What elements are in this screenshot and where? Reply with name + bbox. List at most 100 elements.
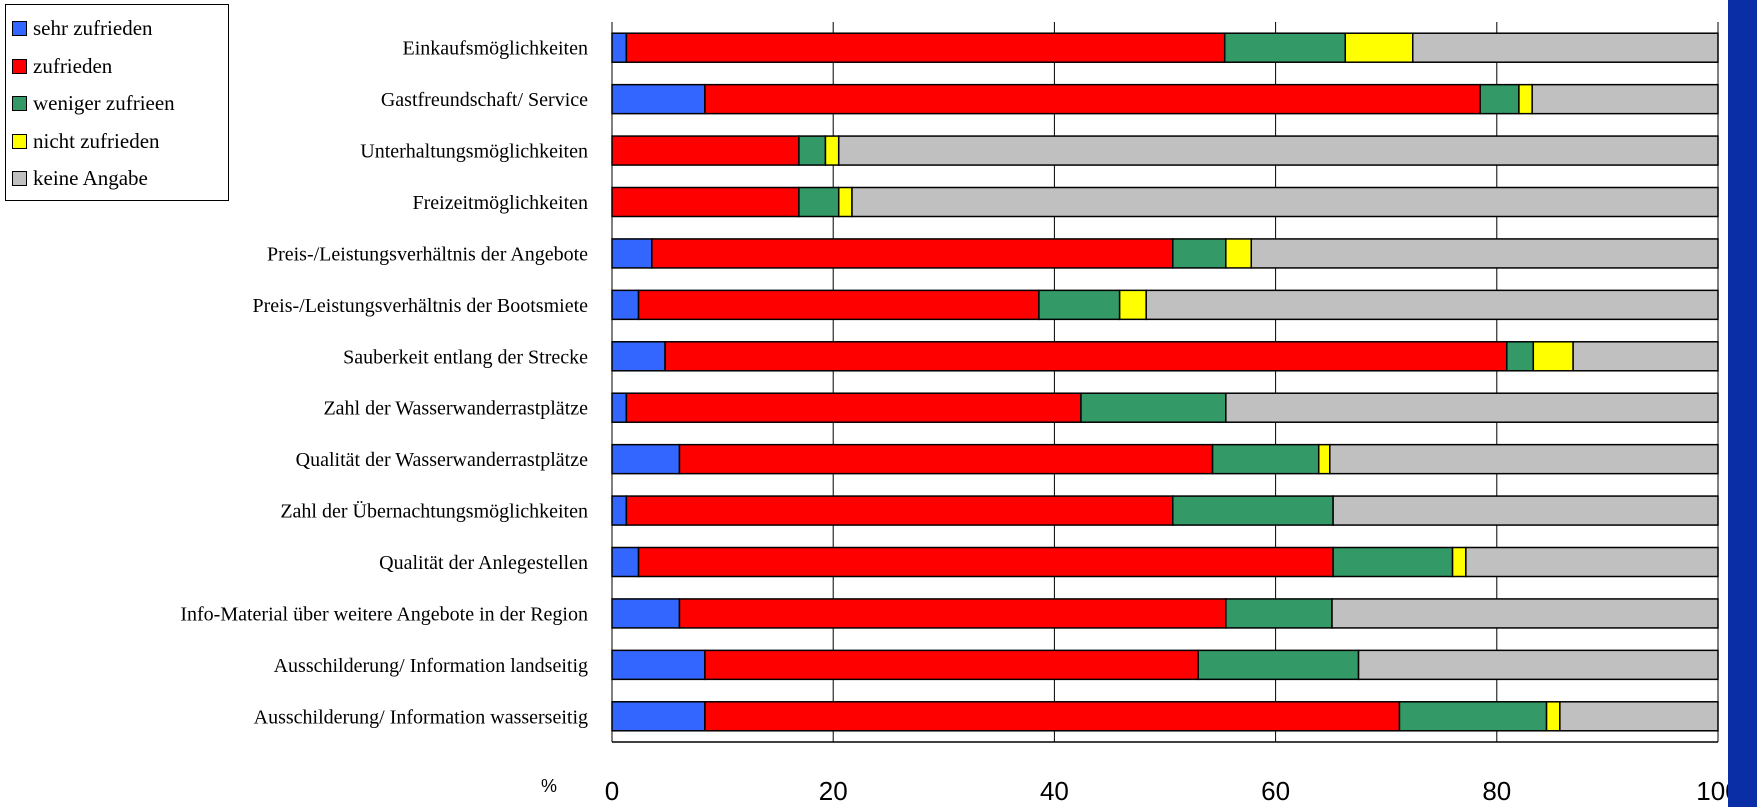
- category-label: Einkaufsmöglichkeiten: [402, 38, 588, 60]
- bar-segment: [1398, 701, 1548, 732]
- bar-segment: [1506, 341, 1535, 372]
- bar-segment: [704, 649, 1199, 681]
- bar-segment: [1038, 289, 1121, 321]
- bar-segment: [1357, 649, 1719, 681]
- bar-segment: [1331, 598, 1719, 629]
- x-tick-label: 100: [1696, 776, 1728, 806]
- bar-segment: [611, 341, 666, 372]
- bar-segment: [1479, 83, 1520, 115]
- bar-segment: [837, 135, 1719, 166]
- bar-segment: [611, 238, 653, 269]
- bar-segment: [704, 83, 1481, 115]
- category-label: Ausschilderung/ Information landseitig: [274, 655, 588, 677]
- bar-segment: [1411, 32, 1719, 63]
- bar-segment: [837, 186, 853, 218]
- legend-label: sehr zufrieden: [33, 16, 153, 41]
- bar-segment: [1531, 83, 1719, 115]
- bar-segment: [1332, 546, 1454, 578]
- bar-segment: [1171, 495, 1334, 526]
- category-label: Freizeitmöglichkeiten: [413, 192, 589, 214]
- bar-segment: [637, 289, 1040, 321]
- category-label: Gastfreundschaft/ Service: [381, 89, 588, 111]
- bar-segment: [1225, 238, 1253, 269]
- bar-segment: [1225, 392, 1719, 423]
- legend-label: weniger zufrieen: [33, 91, 175, 116]
- bar-segment: [678, 598, 1227, 629]
- legend-swatch: [12, 21, 27, 37]
- bar-segment: [1329, 443, 1719, 475]
- bar-segment: [1532, 341, 1574, 372]
- legend-label: nicht zufrieden: [33, 128, 160, 153]
- bar-segment: [1171, 238, 1227, 269]
- x-tick-label: 80: [1482, 776, 1511, 806]
- bar-segment: [851, 186, 1719, 218]
- bar-segment: [611, 443, 681, 475]
- bar-segment: [611, 546, 640, 578]
- bar-segment: [611, 701, 706, 732]
- x-tick-label: 60: [1261, 776, 1290, 806]
- category-label: Zahl der Übernachtungsmöglichkeiten: [280, 500, 588, 523]
- legend-item: weniger zufrieen: [12, 85, 228, 123]
- bar-segment: [1250, 238, 1719, 269]
- legend-item: keine Angabe: [12, 160, 228, 198]
- bar-segment: [1559, 701, 1719, 732]
- bar-segment: [625, 32, 1226, 63]
- bar-segment: [637, 546, 1334, 578]
- legend-swatch: [12, 133, 27, 149]
- bar-segment: [704, 701, 1401, 732]
- bar-segment: [611, 135, 800, 166]
- bar-segment: [1344, 32, 1414, 63]
- category-label: Unterhaltungsmöglichkeiten: [360, 141, 588, 163]
- bar-segment: [664, 341, 1508, 372]
- bar-segment: [611, 186, 800, 218]
- bar-segment: [678, 443, 1214, 475]
- bar-segment: [1225, 598, 1333, 629]
- bar-segment: [611, 495, 628, 526]
- legend-label: zufrieden: [33, 53, 113, 78]
- legend-item: sehr zufrieden: [12, 10, 228, 48]
- x-tick-label: 40: [1040, 776, 1069, 806]
- category-label: Sauberkeit entlang der Strecke: [343, 346, 588, 368]
- bar-segment: [1223, 32, 1347, 63]
- bar-segment: [1518, 83, 1533, 115]
- bar-segment: [611, 392, 628, 423]
- bar-segment: [1197, 649, 1360, 681]
- bar-segment: [824, 135, 840, 166]
- bar-segment: [798, 135, 827, 166]
- category-label: Preis-/Leistungsverhältnis der Bootsmiet…: [253, 295, 589, 317]
- category-label: Qualität der Wasserwanderrastplätze: [296, 449, 588, 471]
- bar-segment: [611, 32, 628, 63]
- x-tick-label: 20: [819, 776, 848, 806]
- category-label: Qualität der Anlegestellen: [379, 552, 588, 574]
- bar-segment: [1465, 546, 1719, 578]
- bar-segment: [1317, 443, 1331, 475]
- x-tick-label: 0: [605, 776, 619, 806]
- legend-item: zufrieden: [12, 48, 228, 86]
- legend-swatch: [12, 171, 27, 187]
- bar-segment: [611, 649, 706, 681]
- bar-segment: [611, 83, 706, 115]
- legend-swatch: [12, 58, 27, 74]
- bar-segment: [1451, 546, 1467, 578]
- category-label: Info-Material über weitere Angebote in d…: [180, 603, 588, 625]
- legend-item: nicht zufrieden: [12, 123, 228, 161]
- bar-segment: [651, 238, 1174, 269]
- legend-label: keine Angabe: [33, 166, 148, 191]
- bar-segment: [1080, 392, 1227, 423]
- bar-segment: [1211, 443, 1320, 475]
- bar-segment: [611, 598, 681, 629]
- category-label: Ausschilderung/ Information wasserseitig: [254, 706, 588, 728]
- bar-segment: [625, 392, 1082, 423]
- bar-segment: [1572, 341, 1719, 372]
- legend-swatch: [12, 96, 27, 112]
- bar-segment: [1118, 289, 1147, 321]
- bar-segment: [798, 186, 840, 218]
- bar-segment: [1545, 701, 1561, 732]
- bar-segment: [1145, 289, 1719, 321]
- bar-segment: [625, 495, 1174, 526]
- bar-segment: [1332, 495, 1719, 526]
- x-axis-unit-label: %: [541, 776, 557, 796]
- bar-segment: [611, 289, 640, 321]
